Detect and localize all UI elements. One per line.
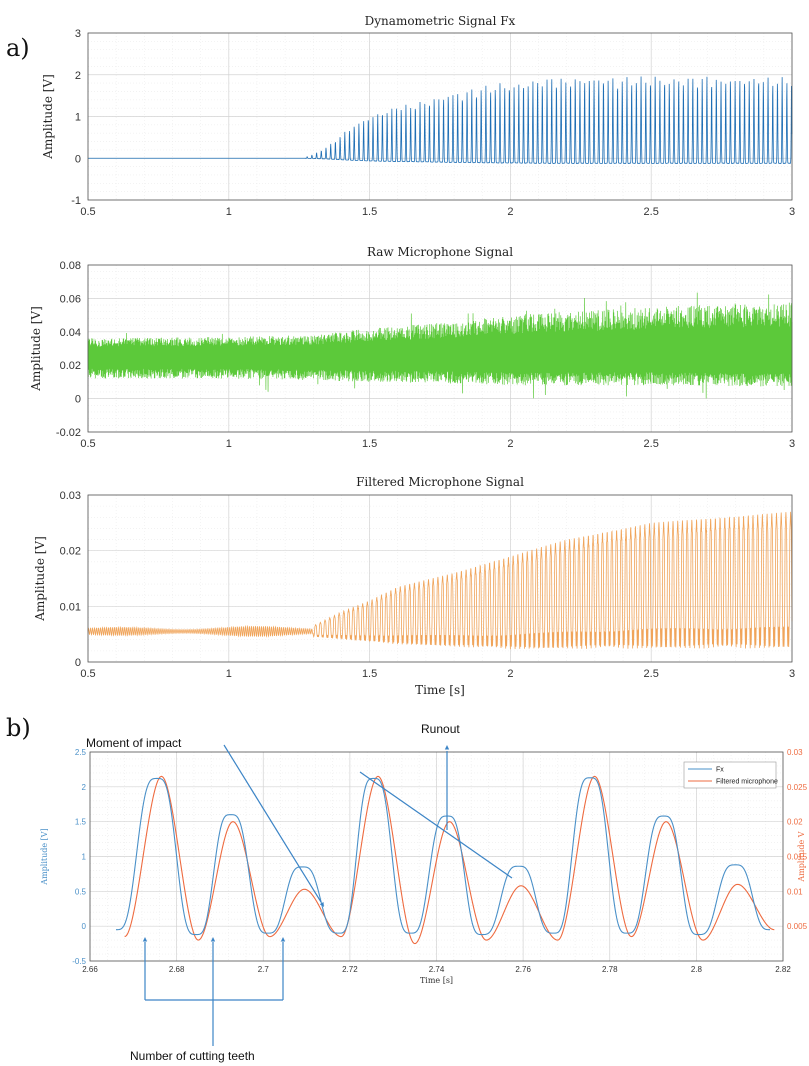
fx-series-line xyxy=(115,777,771,936)
y-tick-label-left: 0 xyxy=(82,922,87,931)
x-tick-label: 2.68 xyxy=(169,965,185,974)
x-tick-label: 2 xyxy=(507,668,513,680)
y-tick-label: 0.06 xyxy=(60,293,81,305)
fx-chart: 0.5 1 1.5 2 2.5 3 -1 0 1 2 3 Dynamometric Signal Fx… xyxy=(41,14,795,218)
runout-trend-line xyxy=(359,771,513,879)
x-tick-label: 2.82 xyxy=(775,965,791,974)
y-tick-label-right: 0.015 xyxy=(787,853,808,862)
y-tick-label: 0.03 xyxy=(60,490,81,502)
raw-microphone-chart: 0.5 1 1.5 2 2.5 3 -0.02 0 0.02 0.04 0.06 0.08 Raw Mi… xyxy=(29,245,795,450)
filtered-microphone-series-line xyxy=(124,775,775,945)
y-tick-label-right: 0.01 xyxy=(787,887,803,896)
x-tick-label: 1 xyxy=(226,206,232,218)
raw-microphone-line xyxy=(87,292,793,399)
runout-arrow-head xyxy=(444,745,450,750)
y-tick-label-right: 0.02 xyxy=(787,818,803,827)
annotation-moment-of-impact: Moment of impact xyxy=(86,736,182,750)
impact-arrow-line xyxy=(223,744,322,903)
y-tick-label-left: 2.5 xyxy=(75,748,87,757)
y-tick-label-right: 0.005 xyxy=(787,922,808,931)
x-tick-label: 2.8 xyxy=(691,965,703,974)
annotation-runout: Runout xyxy=(421,722,460,736)
x-tick-label: 2.76 xyxy=(515,965,531,974)
x-tick-label: 2 xyxy=(507,206,513,218)
x-axis-label: Time [s] xyxy=(415,683,465,697)
annotation-cutting-teeth: Number of cutting teeth xyxy=(130,1049,255,1063)
x-tick-label: 2.78 xyxy=(602,965,618,974)
annotations: Moment of impact Runout Number of cutting … xyxy=(86,722,513,1063)
x-axis-label: Time [s] xyxy=(420,976,453,985)
chart-title: Dynamometric Signal Fx xyxy=(365,14,516,28)
fx-signal-line xyxy=(88,76,793,164)
x-tick-label: 0.5 xyxy=(80,668,95,680)
x-tick-label: 3 xyxy=(789,668,795,680)
y-tick-label: 0.08 xyxy=(60,260,81,272)
panel-label-b: b) xyxy=(6,714,31,742)
x-tick-label: 1 xyxy=(226,668,232,680)
x-tick-label: 0.5 xyxy=(80,206,95,218)
y-tick-label: 0.01 xyxy=(60,601,81,613)
axes-frame xyxy=(87,494,793,663)
impact-arrow-head xyxy=(319,902,324,907)
x-tick-label: 2.66 xyxy=(82,965,98,974)
x-tick-label: 1.5 xyxy=(362,206,377,218)
y-axis-label-left: Amplitude [V] xyxy=(40,828,49,885)
teeth-arrow-head xyxy=(280,937,286,942)
y-tick-label: 2 xyxy=(75,70,81,82)
y-tick-label: 1 xyxy=(75,112,81,124)
y-tick-label-right: 0.03 xyxy=(787,748,803,757)
teeth-arrow-head xyxy=(142,937,148,942)
y-tick-label: 0.02 xyxy=(60,360,81,372)
y-tick-label-left: 2 xyxy=(82,783,87,792)
axes-frame xyxy=(87,264,793,433)
y-tick-label: 0.04 xyxy=(60,327,81,339)
y-tick-label: -0.02 xyxy=(56,427,81,439)
y-axis-label-right: Amplitude V xyxy=(797,831,806,882)
y-tick-label-left: 1 xyxy=(82,853,87,862)
y-tick-label: -1 xyxy=(71,195,81,207)
x-tick-label: 2.74 xyxy=(429,965,445,974)
legend: Fx Filtered microphone xyxy=(683,761,778,789)
filtered-microphone-chart: 0.5 1 1.5 2 2.5 3 0 0.01 0.02 0.03 Filtered Microp… xyxy=(33,475,795,697)
axes-frame xyxy=(89,751,784,962)
y-tick-label: 0.02 xyxy=(60,546,81,558)
x-tick-label: 3 xyxy=(789,206,795,218)
filtered-microphone-line xyxy=(87,511,793,650)
x-tick-label: 1.5 xyxy=(362,668,377,680)
y-tick-label-right: 0.025 xyxy=(787,783,808,792)
x-tick-label: 1.5 xyxy=(362,438,377,450)
y-axis-label: Amplitude [V] xyxy=(33,536,47,622)
x-tick-label: 3 xyxy=(789,438,795,450)
legend-box xyxy=(683,761,777,789)
y-tick-label: 0 xyxy=(75,657,81,669)
y-tick-label: 0 xyxy=(75,153,81,165)
x-tick-label: 2.5 xyxy=(644,668,659,680)
x-tick-label: 1 xyxy=(226,438,232,450)
x-tick-label: 0.5 xyxy=(80,438,95,450)
chart-title: Raw Microphone Signal xyxy=(367,245,513,259)
y-axis-label: Amplitude [V] xyxy=(41,74,55,160)
chart-title: Filtered Microphone Signal xyxy=(356,475,524,489)
y-tick-label-left: 1.5 xyxy=(75,818,87,827)
x-tick-label: 2.5 xyxy=(644,438,659,450)
legend-label-microphone: Filtered microphone xyxy=(716,779,778,786)
overlay-chart: 2.66 2.68 2.7 2.72 2.74 2.76 2.78 2.8 2.82 -0.5 0 0… xyxy=(40,722,808,1063)
x-tick-label: 2.5 xyxy=(644,206,659,218)
x-tick-label: 2.7 xyxy=(258,965,270,974)
y-tick-label-left: -0.5 xyxy=(72,957,86,966)
legend-label-fx: Fx xyxy=(716,767,724,774)
x-tick-label: 2 xyxy=(507,438,513,450)
axes-frame xyxy=(87,32,793,201)
y-tick-label: 0 xyxy=(75,394,81,406)
y-tick-label: 3 xyxy=(75,28,81,40)
x-tick-label: 2.72 xyxy=(342,965,358,974)
panel-label-a: a) xyxy=(6,34,30,62)
y-axis-label: Amplitude [V] xyxy=(29,306,43,392)
y-tick-label-left: 0.5 xyxy=(75,887,87,896)
teeth-arrow-head xyxy=(210,937,216,942)
